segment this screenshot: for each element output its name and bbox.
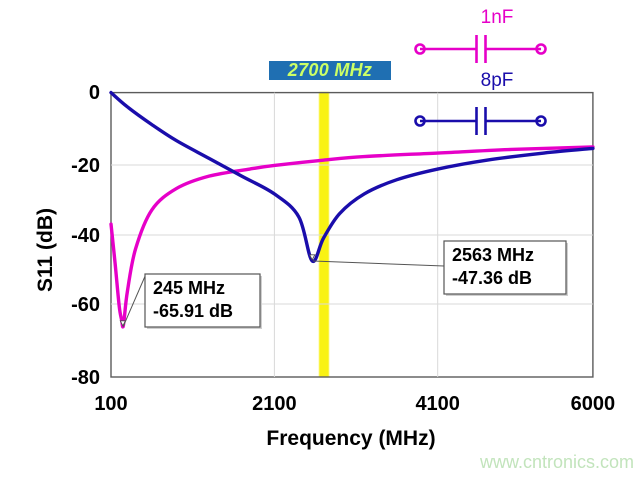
svg-text:S11 (dB): S11 (dB)	[34, 208, 57, 292]
svg-text:6000: 6000	[571, 393, 616, 415]
svg-text:Frequency (MHz): Frequency (MHz)	[266, 427, 435, 450]
svg-text:-65.91 dB: -65.91 dB	[153, 301, 233, 321]
svg-text:-60: -60	[71, 294, 100, 316]
svg-text:2563 MHz: 2563 MHz	[452, 245, 534, 265]
svg-text:-47.36 dB: -47.36 dB	[452, 268, 532, 288]
svg-text:0: 0	[89, 82, 100, 104]
svg-text:8pF: 8pF	[481, 70, 514, 91]
svg-text:2100: 2100	[252, 393, 297, 415]
svg-text:www.cntronics.com: www.cntronics.com	[479, 452, 634, 472]
svg-text:-80: -80	[71, 367, 100, 389]
svg-text:-20: -20	[71, 155, 100, 177]
svg-text:100: 100	[94, 393, 127, 415]
svg-text:4100: 4100	[415, 393, 460, 415]
svg-text:-40: -40	[71, 225, 100, 247]
svg-text:245 MHz: 245 MHz	[153, 278, 225, 298]
svg-text:2700 MHz: 2700 MHz	[287, 60, 372, 80]
svg-text:1nF: 1nF	[481, 7, 514, 28]
